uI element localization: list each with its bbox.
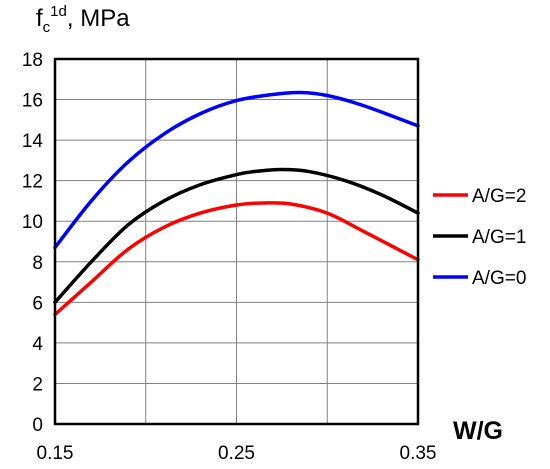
y-tick-label: 12 — [22, 172, 43, 193]
legend-label: A/G=0 — [472, 268, 526, 289]
y-axis-title-base: f — [36, 5, 43, 32]
y-tick-label: 18 — [22, 50, 43, 71]
y-tick-label: 10 — [22, 212, 43, 233]
series-line-3 — [53, 90, 420, 250]
y-tick-label: 6 — [32, 293, 43, 314]
y-axis-title: fc1d, MPa — [36, 3, 130, 36]
plot-area-border — [53, 57, 420, 426]
legend-label: A/G=2 — [472, 186, 526, 207]
series-line-1 — [53, 201, 420, 317]
y-axis-title-subscript: c — [43, 19, 51, 36]
x-tick-label: 0.35 — [400, 443, 437, 464]
series-lines — [53, 90, 420, 317]
y-tick-label: 14 — [22, 131, 44, 152]
y-tick-label: 8 — [32, 253, 43, 274]
x-axis-title: W/G — [453, 417, 503, 445]
y-axis-title-superscript: 1d — [50, 3, 67, 20]
x-tick-label: 0.25 — [218, 443, 255, 464]
y-tick-label: 0 — [32, 415, 43, 436]
y-tick-label: 4 — [32, 334, 43, 355]
legend-label: A/G=1 — [472, 227, 526, 248]
legend: A/G=2 A/G=1 A/G=0 — [433, 186, 526, 289]
y-tick-label: 16 — [22, 91, 43, 112]
series-line-2 — [53, 167, 420, 305]
y-tick-label: 2 — [32, 374, 43, 395]
x-tick-label: 0.15 — [37, 443, 74, 464]
x-tick-labels: 0.15 0.25 0.35 — [37, 443, 437, 464]
y-tick-labels: 0 2 4 6 8 10 12 14 16 18 — [22, 50, 44, 436]
y-axis-title-suffix: , MPa — [67, 5, 130, 32]
